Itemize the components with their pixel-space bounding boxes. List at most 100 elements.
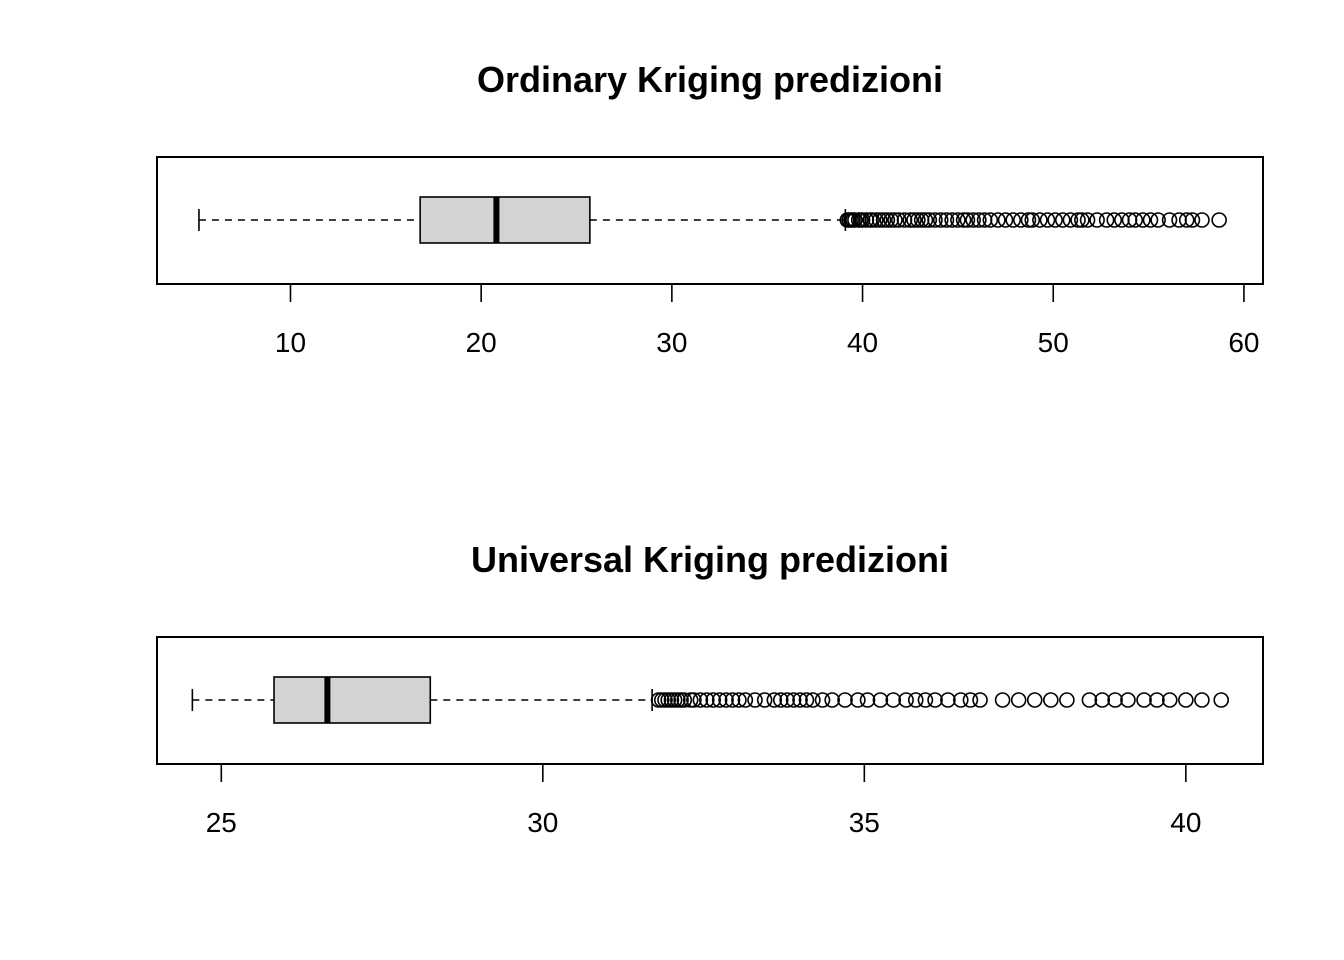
outlier-point [962,692,979,708]
outlier-point [1039,212,1056,228]
outlier-point [1005,212,1021,228]
outlier-point [731,692,747,708]
ordinary-kriging-panel: Ordinary Kriging predizioni 10 20 30 40 50 60 [156,59,1264,358]
outlier-point [1043,692,1059,708]
iqr-box [273,676,432,724]
outlier-point [1070,212,1086,228]
outlier-point [1184,212,1201,228]
x-tick-label: 25 [206,807,237,838]
outlier-point [711,692,728,708]
outlier-point [1120,692,1136,708]
outlier-point [902,212,919,228]
outlier-point [847,212,863,228]
x-tick-label: 40 [1170,807,1201,838]
outlier-point [724,692,741,708]
outlier-point [1161,692,1178,708]
outlier-point [698,692,715,708]
outlier-point [1150,212,1166,228]
outlier-point [927,692,943,708]
outlier-point [1054,212,1071,228]
outlier-point [859,692,876,708]
x-tick-label: 60 [1228,327,1259,358]
x-tick-label: 40 [847,327,878,358]
outlier-point [890,212,907,228]
outlier-point [1211,212,1227,228]
outlier-point [971,212,987,228]
outlier-point [792,692,808,708]
x-tick-label: 30 [527,807,558,838]
outlier-point [907,692,924,708]
outlier-point [917,212,934,228]
outlier-point [676,692,693,708]
outlier-point [944,212,960,228]
outlier-point [1178,212,1195,228]
outlier-point [824,692,840,708]
outlier-point [772,692,789,708]
outlier-point [868,212,884,228]
outlier-point [1178,692,1194,708]
outlier-point [864,212,880,228]
outlier-point [872,692,889,708]
outlier-point [1094,692,1111,708]
outlier-point [1127,212,1144,228]
chart-title: Ordinary Kriging predizioni [477,59,943,100]
outlier-point [885,692,902,708]
x-tick-label: 20 [466,327,497,358]
outlier-point [779,692,795,708]
outlier-point [917,692,934,708]
outlier-point [927,212,943,228]
outlier-point [1010,692,1027,708]
outlier-point [686,692,702,708]
universal-kriging-panel: Universal Kriging predizioni 25 30 35 40 [156,539,1264,838]
outlier-point [1024,212,1041,228]
outlier-point [1149,692,1165,708]
outlier-point [1106,212,1123,228]
outlier-point [910,212,926,228]
outlier-point [982,212,999,228]
outlier-point [990,212,1006,228]
outlier-point [972,692,988,708]
outlier-point [1062,212,1079,228]
chart-title: Universal Kriging predizioni [471,539,949,580]
outlier-point [1194,692,1210,708]
outlier-point [994,692,1011,708]
outlier-point [1074,212,1090,228]
outlier-point [940,692,956,708]
outlier-point [718,692,734,708]
x-tick-label: 10 [275,327,306,358]
outlier-point [737,692,754,708]
outlier-point [887,212,903,228]
outlier-point [1013,212,1029,228]
outlier-point [932,212,949,228]
outlier-point [747,692,763,708]
outlier-point [1032,212,1048,228]
outlier-point [898,692,914,708]
outlier-point [766,692,783,708]
outlier-point [1142,212,1159,228]
x-tick-label: 50 [1038,327,1069,358]
outlier-point [814,692,831,708]
outlier-point [1059,692,1075,708]
iqr-box [419,196,591,244]
outlier-point [955,212,972,228]
outlier-point [950,212,966,228]
outlier-point [952,692,969,708]
outlier-point [959,212,976,228]
outlier-point [997,212,1014,228]
outlier-point [785,692,802,708]
x-tick-label: 30 [656,327,687,358]
outlier-point [906,212,922,228]
outlier-point [1079,212,1096,228]
outlier-point [938,212,955,228]
outlier-point [879,212,896,228]
outlier-point [1089,212,1105,228]
outlier-point [875,212,892,228]
outlier-point [756,692,773,708]
outlier-point [1098,212,1115,228]
outlier-point [1047,212,1063,228]
outlier-point [1161,212,1178,228]
outlier-point [1136,692,1152,708]
outlier-point [1107,692,1123,708]
outlier-point [1135,212,1151,228]
